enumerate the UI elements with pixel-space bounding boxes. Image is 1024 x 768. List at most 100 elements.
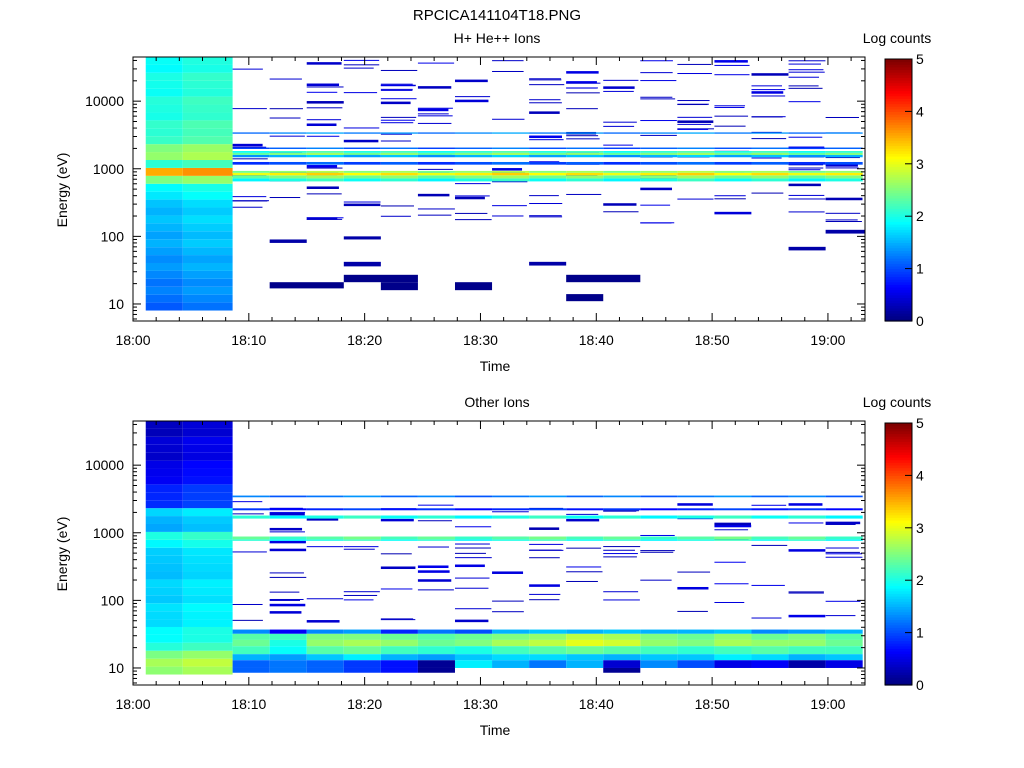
count-segment xyxy=(677,198,714,200)
low-energy-cell xyxy=(677,646,715,655)
colorbar-swatch xyxy=(885,234,912,238)
band-cell xyxy=(306,178,344,182)
count-segment xyxy=(343,591,380,593)
colorbar-swatch xyxy=(885,640,912,644)
count-segment xyxy=(751,584,785,586)
count-block xyxy=(566,274,641,283)
band-cell xyxy=(492,515,530,519)
colorbar-swatch xyxy=(885,247,912,251)
band-cell xyxy=(306,539,344,541)
spectrogram-cell xyxy=(145,144,183,153)
band-cell xyxy=(714,152,752,155)
colorbar-swatch xyxy=(885,108,912,112)
band-cell xyxy=(529,132,567,134)
colorbar-swatch xyxy=(885,203,912,207)
count-segment xyxy=(677,123,712,125)
low-energy-cell xyxy=(417,629,455,634)
band-cell xyxy=(269,508,307,511)
band-cell xyxy=(380,172,418,176)
low-energy-cell xyxy=(492,633,530,640)
spectrogram-cell xyxy=(145,104,183,113)
low-energy-cell xyxy=(380,646,418,655)
count-segment xyxy=(306,107,343,109)
colorbar-swatch xyxy=(885,443,912,448)
spectrogram-cell xyxy=(145,136,183,145)
low-energy-cell xyxy=(788,660,826,668)
colorbar-swatch xyxy=(885,127,912,131)
count-segment xyxy=(269,591,300,593)
band-cell xyxy=(714,539,752,541)
colorbar-swatch xyxy=(885,577,912,581)
colorbar-swatch xyxy=(885,66,912,71)
count-segment xyxy=(232,200,268,202)
band-cell xyxy=(788,539,826,541)
band-cell xyxy=(603,175,641,179)
count-segment xyxy=(232,501,263,503)
band-cell xyxy=(714,178,752,182)
band-cell xyxy=(380,175,418,179)
colorbar-swatch xyxy=(885,648,912,652)
band-cell xyxy=(788,508,826,511)
count-segment xyxy=(269,548,307,552)
count-segment xyxy=(825,221,862,223)
band-cell xyxy=(603,508,641,511)
band-cell xyxy=(492,536,530,540)
count-segment xyxy=(603,510,639,512)
count-segment xyxy=(343,203,381,207)
band-cell xyxy=(492,132,530,134)
colorbar-tick-label: 3 xyxy=(916,520,924,536)
band-cell xyxy=(529,175,567,179)
count-segment xyxy=(603,211,639,213)
spectrogram-cell xyxy=(182,207,233,216)
count-segment xyxy=(714,529,749,531)
band-cell xyxy=(306,170,344,173)
spectrogram-cell xyxy=(182,603,233,612)
band-cell xyxy=(492,161,530,165)
colorbar-swatch xyxy=(885,213,912,217)
count-segment xyxy=(825,556,863,558)
count-segment xyxy=(677,116,713,118)
spectrogram-cell xyxy=(145,262,183,271)
count-segment xyxy=(603,549,635,551)
colorbar-swatch xyxy=(885,216,912,220)
spectrogram-cell xyxy=(182,294,233,303)
colorbar-swatch xyxy=(885,82,912,86)
low-energy-cell xyxy=(603,667,641,673)
count-segment xyxy=(529,215,562,217)
spectrogram-cell xyxy=(182,484,233,493)
count-segment xyxy=(825,547,859,549)
low-energy-cell xyxy=(269,660,307,668)
count-segment xyxy=(492,168,523,171)
spectrogram-cell xyxy=(145,199,183,208)
band-cell xyxy=(714,147,752,150)
low-energy-cell xyxy=(417,660,455,668)
band-cell xyxy=(677,495,715,498)
count-segment xyxy=(566,518,600,522)
band-cell xyxy=(380,515,418,519)
band-cell xyxy=(343,161,381,165)
count-segment xyxy=(492,511,529,513)
band-cell xyxy=(343,539,381,541)
band-cell xyxy=(380,539,418,541)
band-cell xyxy=(788,175,826,179)
colorbar-swatch xyxy=(885,436,912,440)
low-energy-cell xyxy=(269,633,307,640)
x-tick-label: 19:00 xyxy=(810,696,845,712)
low-energy-cell xyxy=(380,629,418,634)
count-segment xyxy=(529,79,562,81)
band-cell xyxy=(788,154,826,158)
count-segment xyxy=(232,108,267,110)
band-cell xyxy=(788,172,826,176)
low-energy-cell xyxy=(714,639,752,647)
count-segment xyxy=(417,589,454,591)
count-segment xyxy=(529,543,564,545)
spectrogram-cell xyxy=(182,270,233,279)
count-segment xyxy=(380,89,413,91)
band-cell xyxy=(640,170,678,173)
low-energy-cell xyxy=(714,633,752,640)
spectrogram-cell xyxy=(145,619,183,627)
count-segment xyxy=(714,198,746,200)
band-cell xyxy=(677,175,715,179)
low-energy-cell xyxy=(603,629,641,634)
count-segment xyxy=(529,599,560,601)
